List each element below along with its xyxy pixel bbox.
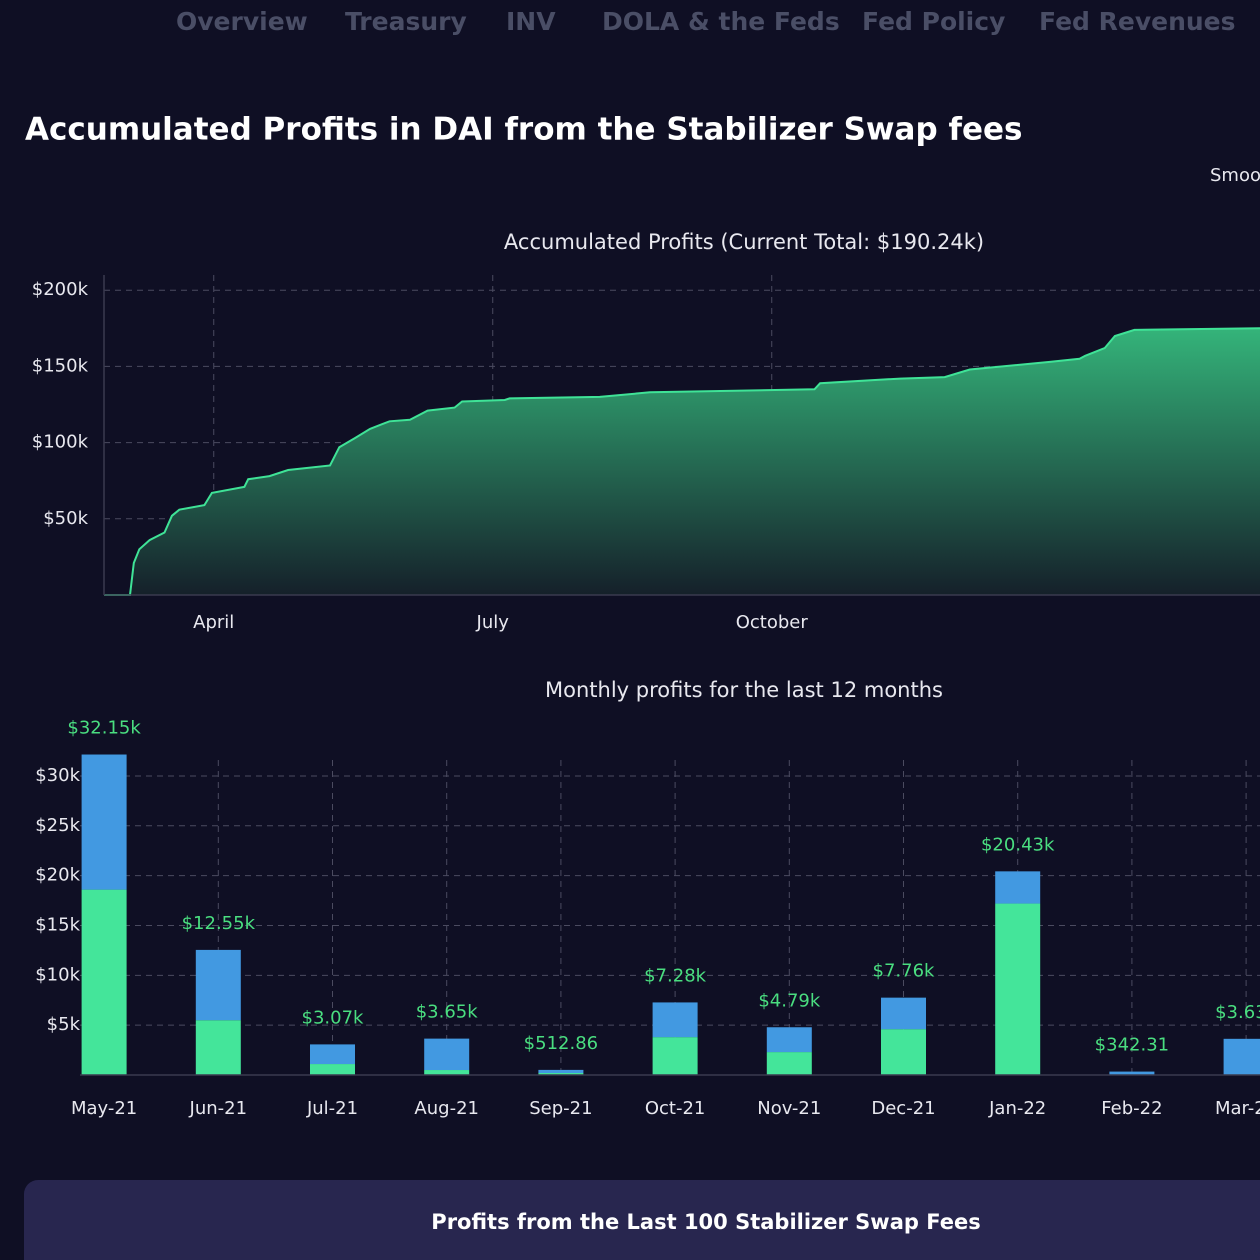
x-tick-label: Dec-21: [871, 1098, 935, 1119]
table-title: Profits from the Last 100 Stabilizer Swa…: [431, 1210, 980, 1234]
value-label: $7.76k: [873, 961, 936, 982]
bar-segment: [195, 1020, 241, 1075]
value-label: $3.07k: [302, 1007, 365, 1028]
x-tick-label: Aug-21: [414, 1098, 479, 1119]
value-label: $512.86: [524, 1033, 598, 1054]
x-tick-label: Jul-21: [306, 1098, 358, 1119]
x-tick-label: Sep-21: [529, 1098, 592, 1119]
value-label: $3.63k: [1215, 1002, 1260, 1023]
toggle-label[interactable]: Smoo: [1210, 165, 1260, 186]
area-fill: [104, 328, 1260, 595]
value-label: $12.55k: [182, 913, 256, 934]
x-tick-label: July: [476, 612, 510, 633]
x-tick-label: Jan-22: [988, 1098, 1046, 1119]
y-tick-label: $15k: [35, 914, 80, 935]
bar-segment: [766, 1027, 812, 1053]
nav-item[interactable]: Fed Policy: [862, 7, 1005, 36]
bar-segment: [538, 1073, 584, 1075]
x-tick-label: Mar-22: [1215, 1098, 1260, 1119]
nav-item[interactable]: Overview: [176, 7, 308, 36]
bar-segment: [310, 1044, 355, 1065]
bar-segment: [81, 754, 127, 890]
y-tick-label: $20k: [35, 865, 80, 886]
y-tick-label: $150k: [32, 355, 89, 376]
value-label: $342.31: [1095, 1035, 1169, 1056]
y-tick-label: $10k: [35, 964, 80, 985]
page-title: Accumulated Profits in DAI from the Stab…: [25, 112, 1022, 148]
x-tick-label: April: [193, 612, 234, 633]
x-tick-label: May-21: [71, 1098, 137, 1119]
y-tick-label: $50k: [43, 508, 88, 529]
value-label: $32.15k: [67, 718, 141, 739]
bar-segment: [881, 1029, 926, 1075]
bar-segment: [1109, 1071, 1155, 1075]
x-tick-label: Nov-21: [757, 1098, 821, 1119]
value-label: $7.28k: [644, 965, 707, 986]
bar-segment: [81, 889, 127, 1075]
x-tick-label: October: [736, 612, 809, 633]
bar-segment: [995, 871, 1041, 904]
y-tick-label: $25k: [35, 815, 80, 836]
nav-item[interactable]: Treasury: [345, 7, 467, 36]
bar-segment: [652, 1002, 698, 1038]
y-tick-label: $5k: [47, 1014, 81, 1035]
y-tick-label: $100k: [32, 432, 89, 453]
area-line: [104, 327, 1260, 596]
x-tick-label: Feb-22: [1101, 1098, 1162, 1119]
bar-segment: [995, 903, 1041, 1075]
x-tick-label: Oct-21: [645, 1098, 706, 1119]
y-tick-label: $200k: [32, 279, 89, 300]
value-label: $20.43k: [981, 834, 1055, 855]
chart-title: Monthly profits for the last 12 months: [545, 678, 943, 702]
nav-bar: Overview Treasury INV DOLA & the Feds Fed Po…: [176, 7, 1236, 36]
bar-segment: [424, 1070, 470, 1075]
bar-segment: [766, 1052, 812, 1075]
bar-segment: [881, 997, 926, 1030]
bar-segment: [652, 1037, 698, 1075]
x-tick-label: Jun-21: [189, 1098, 248, 1119]
nav-item[interactable]: INV: [506, 7, 556, 36]
bar-segment: [1223, 1038, 1260, 1075]
nav-item[interactable]: DOLA & the Feds: [602, 7, 840, 36]
chart-title: Accumulated Profits (Current Total: $190…: [504, 230, 984, 254]
value-label: $4.79k: [758, 990, 821, 1011]
nav-item[interactable]: Fed Revenues: [1039, 7, 1236, 36]
bar-segment: [424, 1038, 470, 1071]
table-panel: [24, 1180, 1260, 1260]
bar-segment: [310, 1064, 355, 1075]
bar-segment: [195, 949, 241, 1021]
y-tick-label: $30k: [35, 765, 80, 786]
bar-segment: [538, 1069, 584, 1074]
value-label: $3.65k: [416, 1002, 479, 1023]
